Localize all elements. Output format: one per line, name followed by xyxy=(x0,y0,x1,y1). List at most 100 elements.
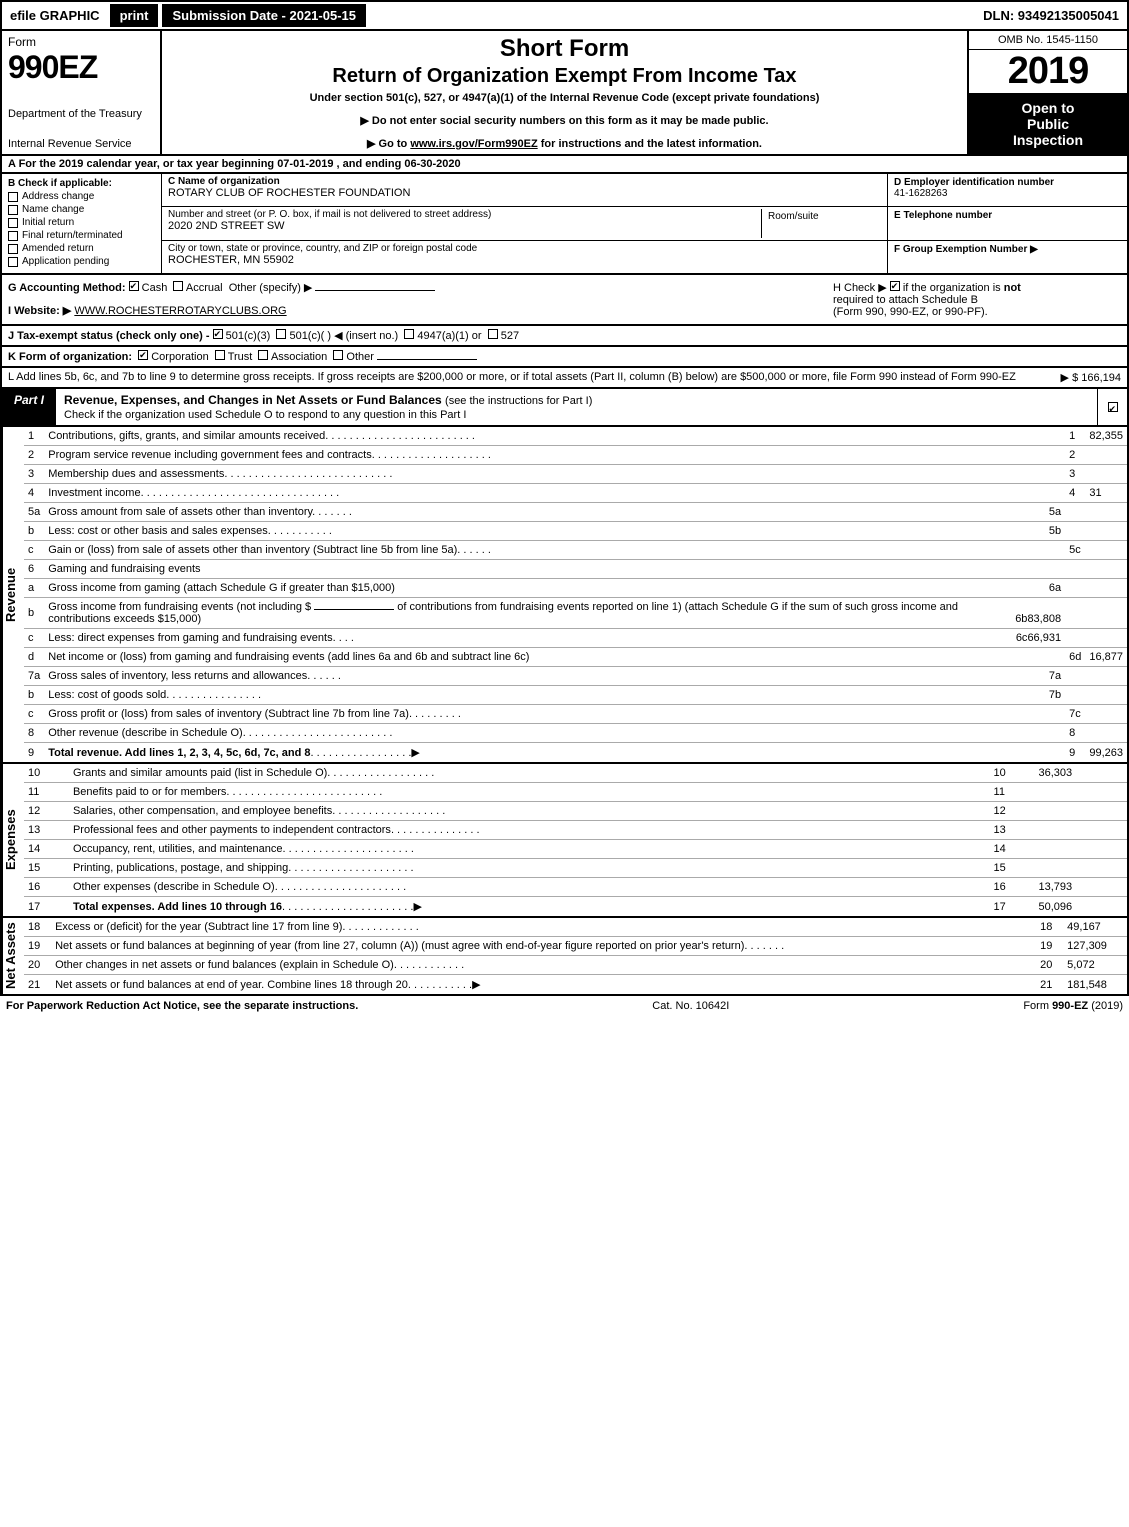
chk-527[interactable] xyxy=(488,329,498,339)
chk-address-change[interactable]: Address change xyxy=(8,191,155,202)
website-link[interactable]: WWW.ROCHESTERROTARYCLUBS.ORG xyxy=(74,305,286,317)
i-label: I Website: ▶ xyxy=(8,305,71,317)
checkbox-icon[interactable] xyxy=(8,192,18,202)
line-6a: a Gross income from gaming (attach Sched… xyxy=(24,579,1127,598)
accounting-method: G Accounting Method: Cash Accrual Other … xyxy=(2,275,827,324)
org-name-cell: C Name of organization ROTARY CLUB OF RO… xyxy=(162,174,887,207)
checkbox-icon[interactable] xyxy=(8,257,18,267)
checkbox-icon[interactable] xyxy=(8,244,18,254)
line-6: 6 Gaming and fundraising events xyxy=(24,560,1127,579)
revenue-section: Revenue 1 Contributions, gifts, grants, … xyxy=(0,427,1129,764)
checkbox-icon[interactable] xyxy=(1108,402,1118,412)
chk-cash[interactable] xyxy=(129,281,139,291)
line-7c: c Gross profit or (loss) from sales of i… xyxy=(24,705,1127,724)
city-label: City or town, state or province, country… xyxy=(168,243,881,254)
page-footer: For Paperwork Reduction Act Notice, see … xyxy=(0,996,1129,1016)
irs-link[interactable]: www.irs.gov/Form990EZ xyxy=(410,138,537,150)
row-a-text: A For the 2019 calendar year, or tax yea… xyxy=(8,158,461,170)
line-10: 10 Grants and similar amounts paid (list… xyxy=(24,764,1127,783)
chk-501c[interactable] xyxy=(276,329,286,339)
efile-label: efile GRAPHIC xyxy=(2,4,108,27)
line-15: 15 Printing, publications, postage, and … xyxy=(24,859,1127,878)
line-14: 14 Occupancy, rent, utilities, and maint… xyxy=(24,840,1127,859)
revenue-table: 1 Contributions, gifts, grants, and simi… xyxy=(24,427,1127,762)
address-value: 2020 2ND STREET SW xyxy=(168,220,761,232)
line-17-value: 50,096 xyxy=(1034,897,1127,917)
chk-association[interactable] xyxy=(258,350,268,360)
form-number: 990EZ xyxy=(8,49,154,86)
ssn-note: ▶ Do not enter social security numbers o… xyxy=(360,114,768,127)
short-form-title: Short Form xyxy=(500,35,629,63)
print-button[interactable]: print xyxy=(110,4,159,27)
goto-note: ▶ Go to www.irs.gov/Form990EZ for instru… xyxy=(367,137,762,150)
chk-application-pending[interactable]: Application pending xyxy=(8,256,155,267)
row-gh: G Accounting Method: Cash Accrual Other … xyxy=(0,275,1129,326)
part1-tab: Part I xyxy=(2,389,56,425)
checkbox-icon[interactable] xyxy=(8,205,18,215)
fundraising-amount-input[interactable] xyxy=(314,609,394,610)
line-6b: b Gross income from fundraising events (… xyxy=(24,598,1127,629)
checkbox-icon[interactable] xyxy=(8,231,18,241)
row-l: L Add lines 5b, 6c, and 7b to line 9 to … xyxy=(0,368,1129,389)
open-to-public-badge: Open to Public Inspection xyxy=(969,94,1127,154)
part1-title: Revenue, Expenses, and Changes in Net As… xyxy=(56,389,1097,425)
j-label: J Tax-exempt status (check only one) - xyxy=(8,330,213,342)
chk-amended-return[interactable]: Amended return xyxy=(8,243,155,254)
line-5b: b Less: cost or other basis and sales ex… xyxy=(24,522,1127,541)
arrow-icon: ▶ xyxy=(411,747,419,759)
other-specify-input[interactable] xyxy=(315,290,435,291)
telephone-label: E Telephone number xyxy=(894,210,1121,221)
box-h: H Check ▶ if the organization is not req… xyxy=(827,275,1127,324)
form-word: Form xyxy=(8,35,154,49)
checkbox-icon[interactable] xyxy=(8,218,18,228)
dept-irs: Internal Revenue Service xyxy=(8,138,154,150)
chk-trust[interactable] xyxy=(215,350,225,360)
line-21: 21 Net assets or fund balances at end of… xyxy=(24,975,1127,995)
g-label: G Accounting Method: xyxy=(8,282,126,294)
line-21-value: 181,548 xyxy=(1063,975,1127,995)
chk-initial-return[interactable]: Initial return xyxy=(8,217,155,228)
chk-schedule-b[interactable] xyxy=(890,281,900,291)
line-6d: d Net income or (loss) from gaming and f… xyxy=(24,648,1127,667)
chk-name-change[interactable]: Name change xyxy=(8,204,155,215)
chk-other-org[interactable] xyxy=(333,350,343,360)
form-header: Form 990EZ Department of the Treasury In… xyxy=(0,31,1129,156)
address-cell: Number and street (or P. O. box, if mail… xyxy=(162,207,887,240)
line-13: 13 Professional fees and other payments … xyxy=(24,821,1127,840)
chk-corporation[interactable] xyxy=(138,350,148,360)
info-block: B Check if applicable: Address change Na… xyxy=(0,174,1129,275)
line-3: 3 Membership dues and assessments. . . .… xyxy=(24,465,1127,484)
line-19: 19 Net assets or fund balances at beginn… xyxy=(24,937,1127,956)
line-11-value xyxy=(1034,783,1127,802)
chk-accrual[interactable] xyxy=(173,281,183,291)
line-1: 1 Contributions, gifts, grants, and simi… xyxy=(24,427,1127,446)
line-5c-value xyxy=(1085,541,1127,560)
line-1-value: 82,355 xyxy=(1085,427,1127,446)
line-9: 9 Total revenue. Add lines 1, 2, 3, 4, 5… xyxy=(24,743,1127,763)
part1-checkbox[interactable] xyxy=(1097,389,1127,425)
room-label: Room/suite xyxy=(768,211,819,222)
telephone-cell: E Telephone number xyxy=(888,207,1127,240)
header-right: OMB No. 1545-1150 2019 Open to Public In… xyxy=(967,31,1127,154)
chk-501c3[interactable] xyxy=(213,329,223,339)
submission-date-button[interactable]: Submission Date - 2021-05-15 xyxy=(162,4,366,27)
ein-value: 41-1628263 xyxy=(894,188,1121,199)
chk-4947[interactable] xyxy=(404,329,414,339)
other-org-input[interactable] xyxy=(377,359,477,360)
note2-pre: ▶ Go to xyxy=(367,138,410,150)
expenses-side-label: Expenses xyxy=(2,764,24,916)
group-exemption-label: F Group Exemption Number ▶ xyxy=(894,244,1121,255)
chk-final-return[interactable]: Final return/terminated xyxy=(8,230,155,241)
line-14-value xyxy=(1034,840,1127,859)
line-4: 4 Investment income. . . . . . . . . . .… xyxy=(24,484,1127,503)
subtitle: Under section 501(c), 527, or 4947(a)(1)… xyxy=(310,92,820,104)
row-k: K Form of organization: Corporation Trus… xyxy=(0,347,1129,368)
main-title: Return of Organization Exempt From Incom… xyxy=(332,65,796,88)
line-18: 18 Excess or (deficit) for the year (Sub… xyxy=(24,918,1127,937)
l-value: ▶ $ 166,194 xyxy=(1061,371,1121,384)
line-18-value: 49,167 xyxy=(1063,918,1127,937)
line-16-value: 13,793 xyxy=(1034,878,1127,897)
address-label: Number and street (or P. O. box, if mail… xyxy=(168,209,761,220)
row-a-tax-year: A For the 2019 calendar year, or tax yea… xyxy=(0,156,1129,174)
line-2-value xyxy=(1085,446,1127,465)
